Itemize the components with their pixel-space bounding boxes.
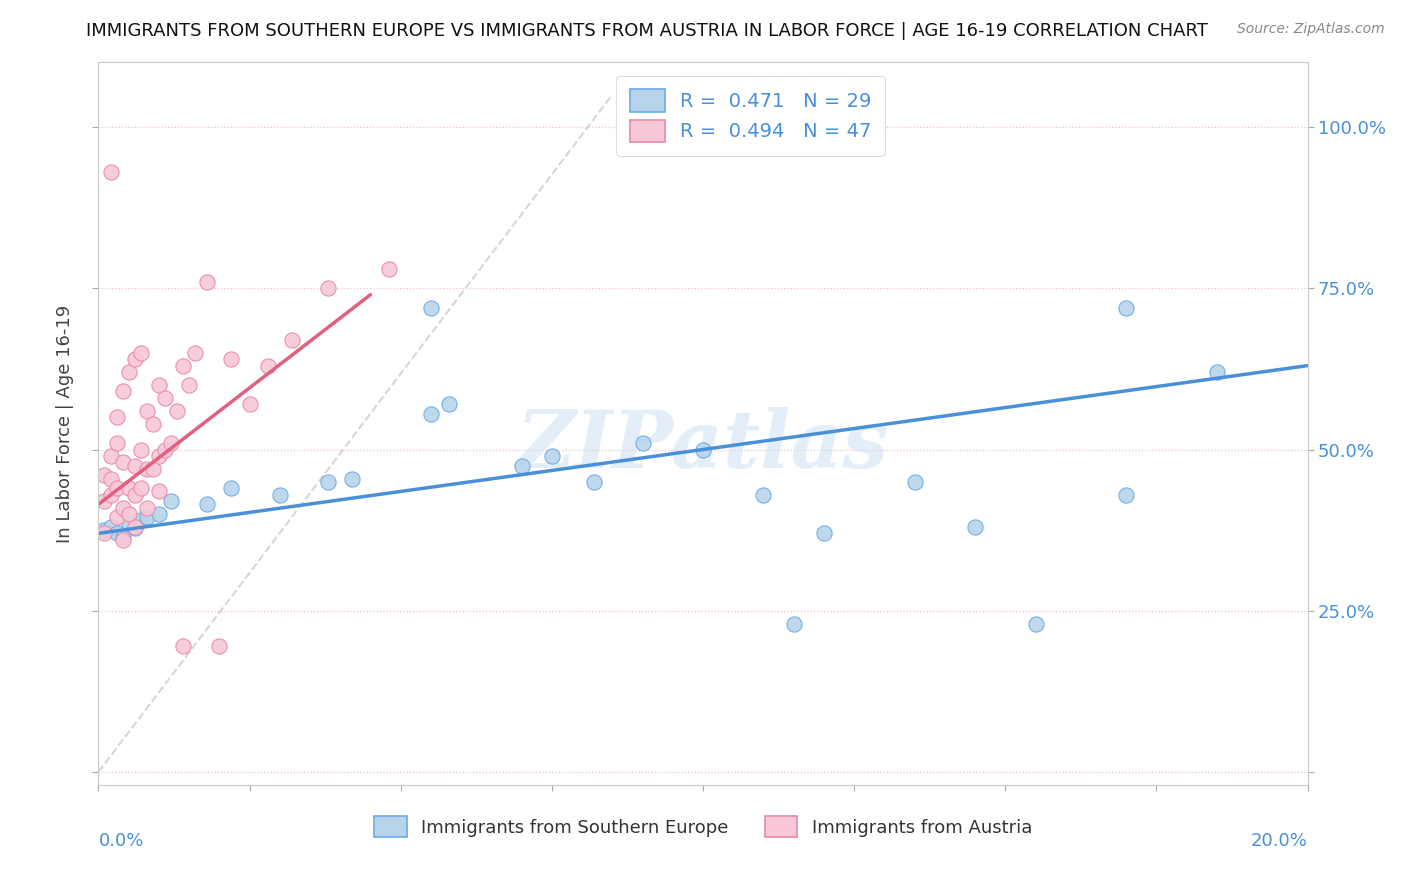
Point <box>208 640 231 654</box>
Point <box>752 488 775 502</box>
Point <box>184 345 207 359</box>
Point <box>239 397 262 411</box>
Point <box>105 526 128 541</box>
Point <box>135 500 157 515</box>
Point <box>142 462 165 476</box>
Point <box>1115 488 1137 502</box>
Point <box>160 436 183 450</box>
Point <box>904 475 927 489</box>
Point <box>813 526 835 541</box>
Point <box>437 397 460 411</box>
Point <box>256 359 278 373</box>
Point <box>631 436 654 450</box>
Text: ZIPatlas: ZIPatlas <box>517 407 889 484</box>
Point <box>129 345 152 359</box>
Point <box>172 640 194 654</box>
Point <box>124 520 146 534</box>
Point <box>142 417 165 431</box>
Point <box>583 475 606 489</box>
Point <box>129 481 152 495</box>
Point <box>221 481 243 495</box>
Text: 0.0%: 0.0% <box>98 832 143 850</box>
Point <box>124 352 146 367</box>
Point <box>118 516 141 531</box>
Point <box>118 507 141 521</box>
Point <box>420 407 443 421</box>
Point <box>148 507 170 521</box>
Point <box>100 471 122 485</box>
Point <box>105 510 128 524</box>
Text: Source: ZipAtlas.com: Source: ZipAtlas.com <box>1237 22 1385 37</box>
Point <box>93 526 115 541</box>
Point <box>1024 616 1046 631</box>
Point <box>510 458 533 473</box>
Point <box>111 384 134 399</box>
Point <box>93 468 115 483</box>
Point <box>111 455 134 469</box>
Y-axis label: In Labor Force | Age 16-19: In Labor Force | Age 16-19 <box>56 304 75 543</box>
Point <box>135 462 157 476</box>
Point <box>172 359 194 373</box>
Point <box>148 378 170 392</box>
Point <box>105 436 128 450</box>
Point <box>100 520 122 534</box>
Point <box>316 475 339 489</box>
Point <box>160 494 183 508</box>
Point <box>195 275 218 289</box>
Legend: Immigrants from Southern Europe, Immigrants from Austria: Immigrants from Southern Europe, Immigra… <box>367 809 1039 845</box>
Point <box>1206 365 1229 379</box>
Point <box>179 378 201 392</box>
Point <box>118 481 141 495</box>
Point <box>105 410 128 425</box>
Point <box>153 391 176 405</box>
Point <box>129 513 152 527</box>
Point <box>269 488 291 502</box>
Point <box>111 500 134 515</box>
Point <box>342 471 364 485</box>
Point <box>124 488 146 502</box>
Point <box>1115 301 1137 315</box>
Point <box>135 404 157 418</box>
Point <box>111 533 134 547</box>
Point <box>540 449 562 463</box>
Point <box>118 365 141 379</box>
Point <box>420 301 443 315</box>
Point <box>93 494 115 508</box>
Point <box>105 481 128 495</box>
Point <box>221 352 243 367</box>
Point <box>148 449 170 463</box>
Point <box>129 442 152 457</box>
Point <box>783 616 806 631</box>
Point <box>965 520 987 534</box>
Point <box>111 530 134 544</box>
Point <box>148 484 170 499</box>
Point <box>166 404 188 418</box>
Point <box>124 521 146 535</box>
Point <box>100 449 122 463</box>
Point <box>124 458 146 473</box>
Point <box>316 281 339 295</box>
Point <box>135 510 157 524</box>
Text: 20.0%: 20.0% <box>1251 832 1308 850</box>
Point <box>93 523 115 537</box>
Point <box>281 333 304 347</box>
Point <box>100 165 122 179</box>
Point <box>377 261 399 276</box>
Point <box>195 497 218 511</box>
Text: IMMIGRANTS FROM SOUTHERN EUROPE VS IMMIGRANTS FROM AUSTRIA IN LABOR FORCE | AGE : IMMIGRANTS FROM SOUTHERN EUROPE VS IMMIG… <box>86 22 1208 40</box>
Point <box>100 488 122 502</box>
Point <box>692 442 714 457</box>
Point <box>153 442 176 457</box>
